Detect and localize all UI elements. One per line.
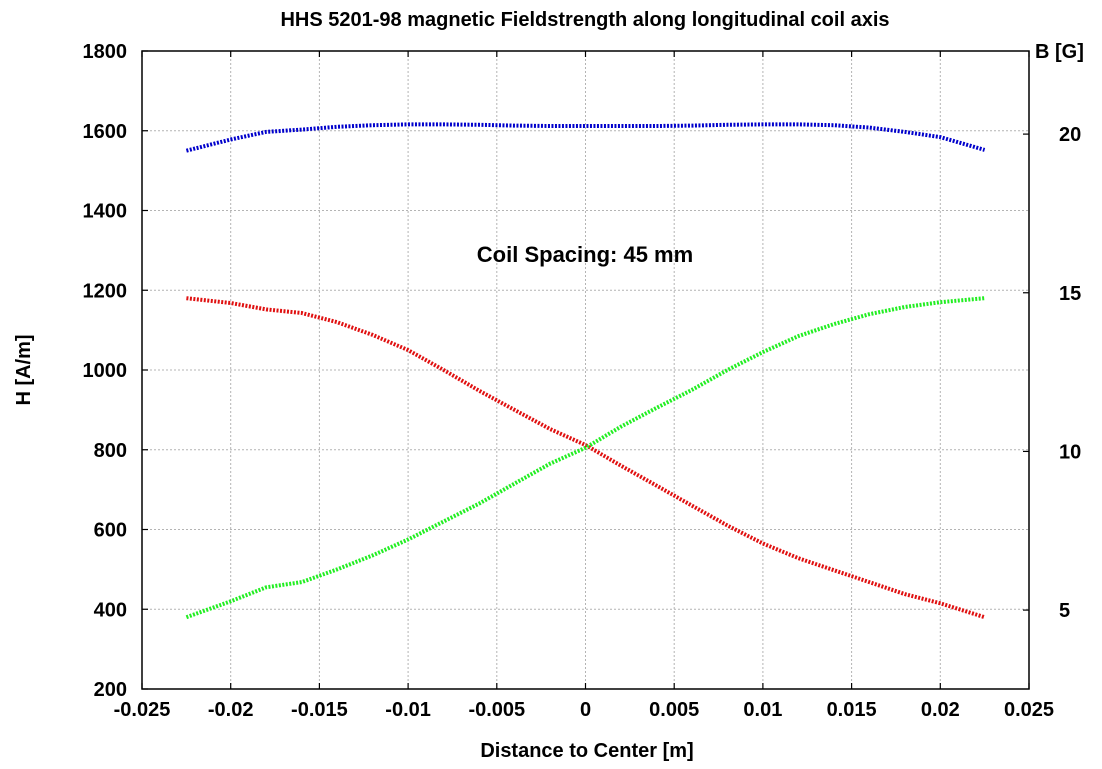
series-line-1 xyxy=(185,122,986,153)
y-tick-label: 1000 xyxy=(83,360,128,382)
series-points-2 xyxy=(186,298,985,618)
y-tick-label: 800 xyxy=(94,440,127,462)
y-tick-label: 1600 xyxy=(83,121,128,143)
y2-tick-label: 10 xyxy=(1059,441,1081,463)
series-line-2 xyxy=(186,296,986,620)
y-tick-label: 400 xyxy=(94,599,127,621)
x-tick-label: 0.005 xyxy=(649,699,699,721)
x-tick-label: -0.005 xyxy=(468,699,525,721)
y-tick-label: 1400 xyxy=(83,201,128,223)
y2-tick-label: 15 xyxy=(1059,283,1081,305)
x-tick-label: -0.02 xyxy=(208,699,254,721)
ticks-layer xyxy=(141,50,1030,690)
x-tick-label: -0.01 xyxy=(385,699,431,721)
y-tick-label: 1200 xyxy=(83,280,128,302)
coil-spacing-annotation: Coil Spacing: 45 mm xyxy=(477,242,693,267)
series-layer xyxy=(185,122,986,620)
x-tick-label: 0.01 xyxy=(743,699,782,721)
y2-tick-label: 5 xyxy=(1059,600,1070,622)
y2-tick-label: 20 xyxy=(1059,124,1081,146)
y-tick-label: 1800 xyxy=(83,41,128,63)
series-points-3 xyxy=(186,298,985,618)
x-tick-label: 0.02 xyxy=(921,699,960,721)
y-axis-label: H [A/m] xyxy=(13,334,35,405)
grid-layer xyxy=(142,51,1029,689)
chart-title: HHS 5201-98 magnetic Fieldstrength along… xyxy=(280,9,889,31)
series-line-3 xyxy=(185,296,985,620)
y-tick-label: 200 xyxy=(94,679,127,701)
y-tick-label: 600 xyxy=(94,520,127,542)
labels-layer: -0.025 -0.02 -0.015 -0.01 -0.005 0 0.005 0.01 0.… xyxy=(83,41,1082,721)
x-tick-label: 0.015 xyxy=(827,699,877,721)
x-tick-label: -0.015 xyxy=(291,699,348,721)
series-points-1 xyxy=(186,124,985,151)
y2-axis-label: B [G] xyxy=(1035,41,1084,63)
x-tick-label: 0.025 xyxy=(1004,699,1054,721)
x-tick-label: -0.025 xyxy=(114,699,171,721)
x-tick-label: 0 xyxy=(580,699,591,721)
x-axis-label: Distance to Center [m] xyxy=(480,740,693,762)
